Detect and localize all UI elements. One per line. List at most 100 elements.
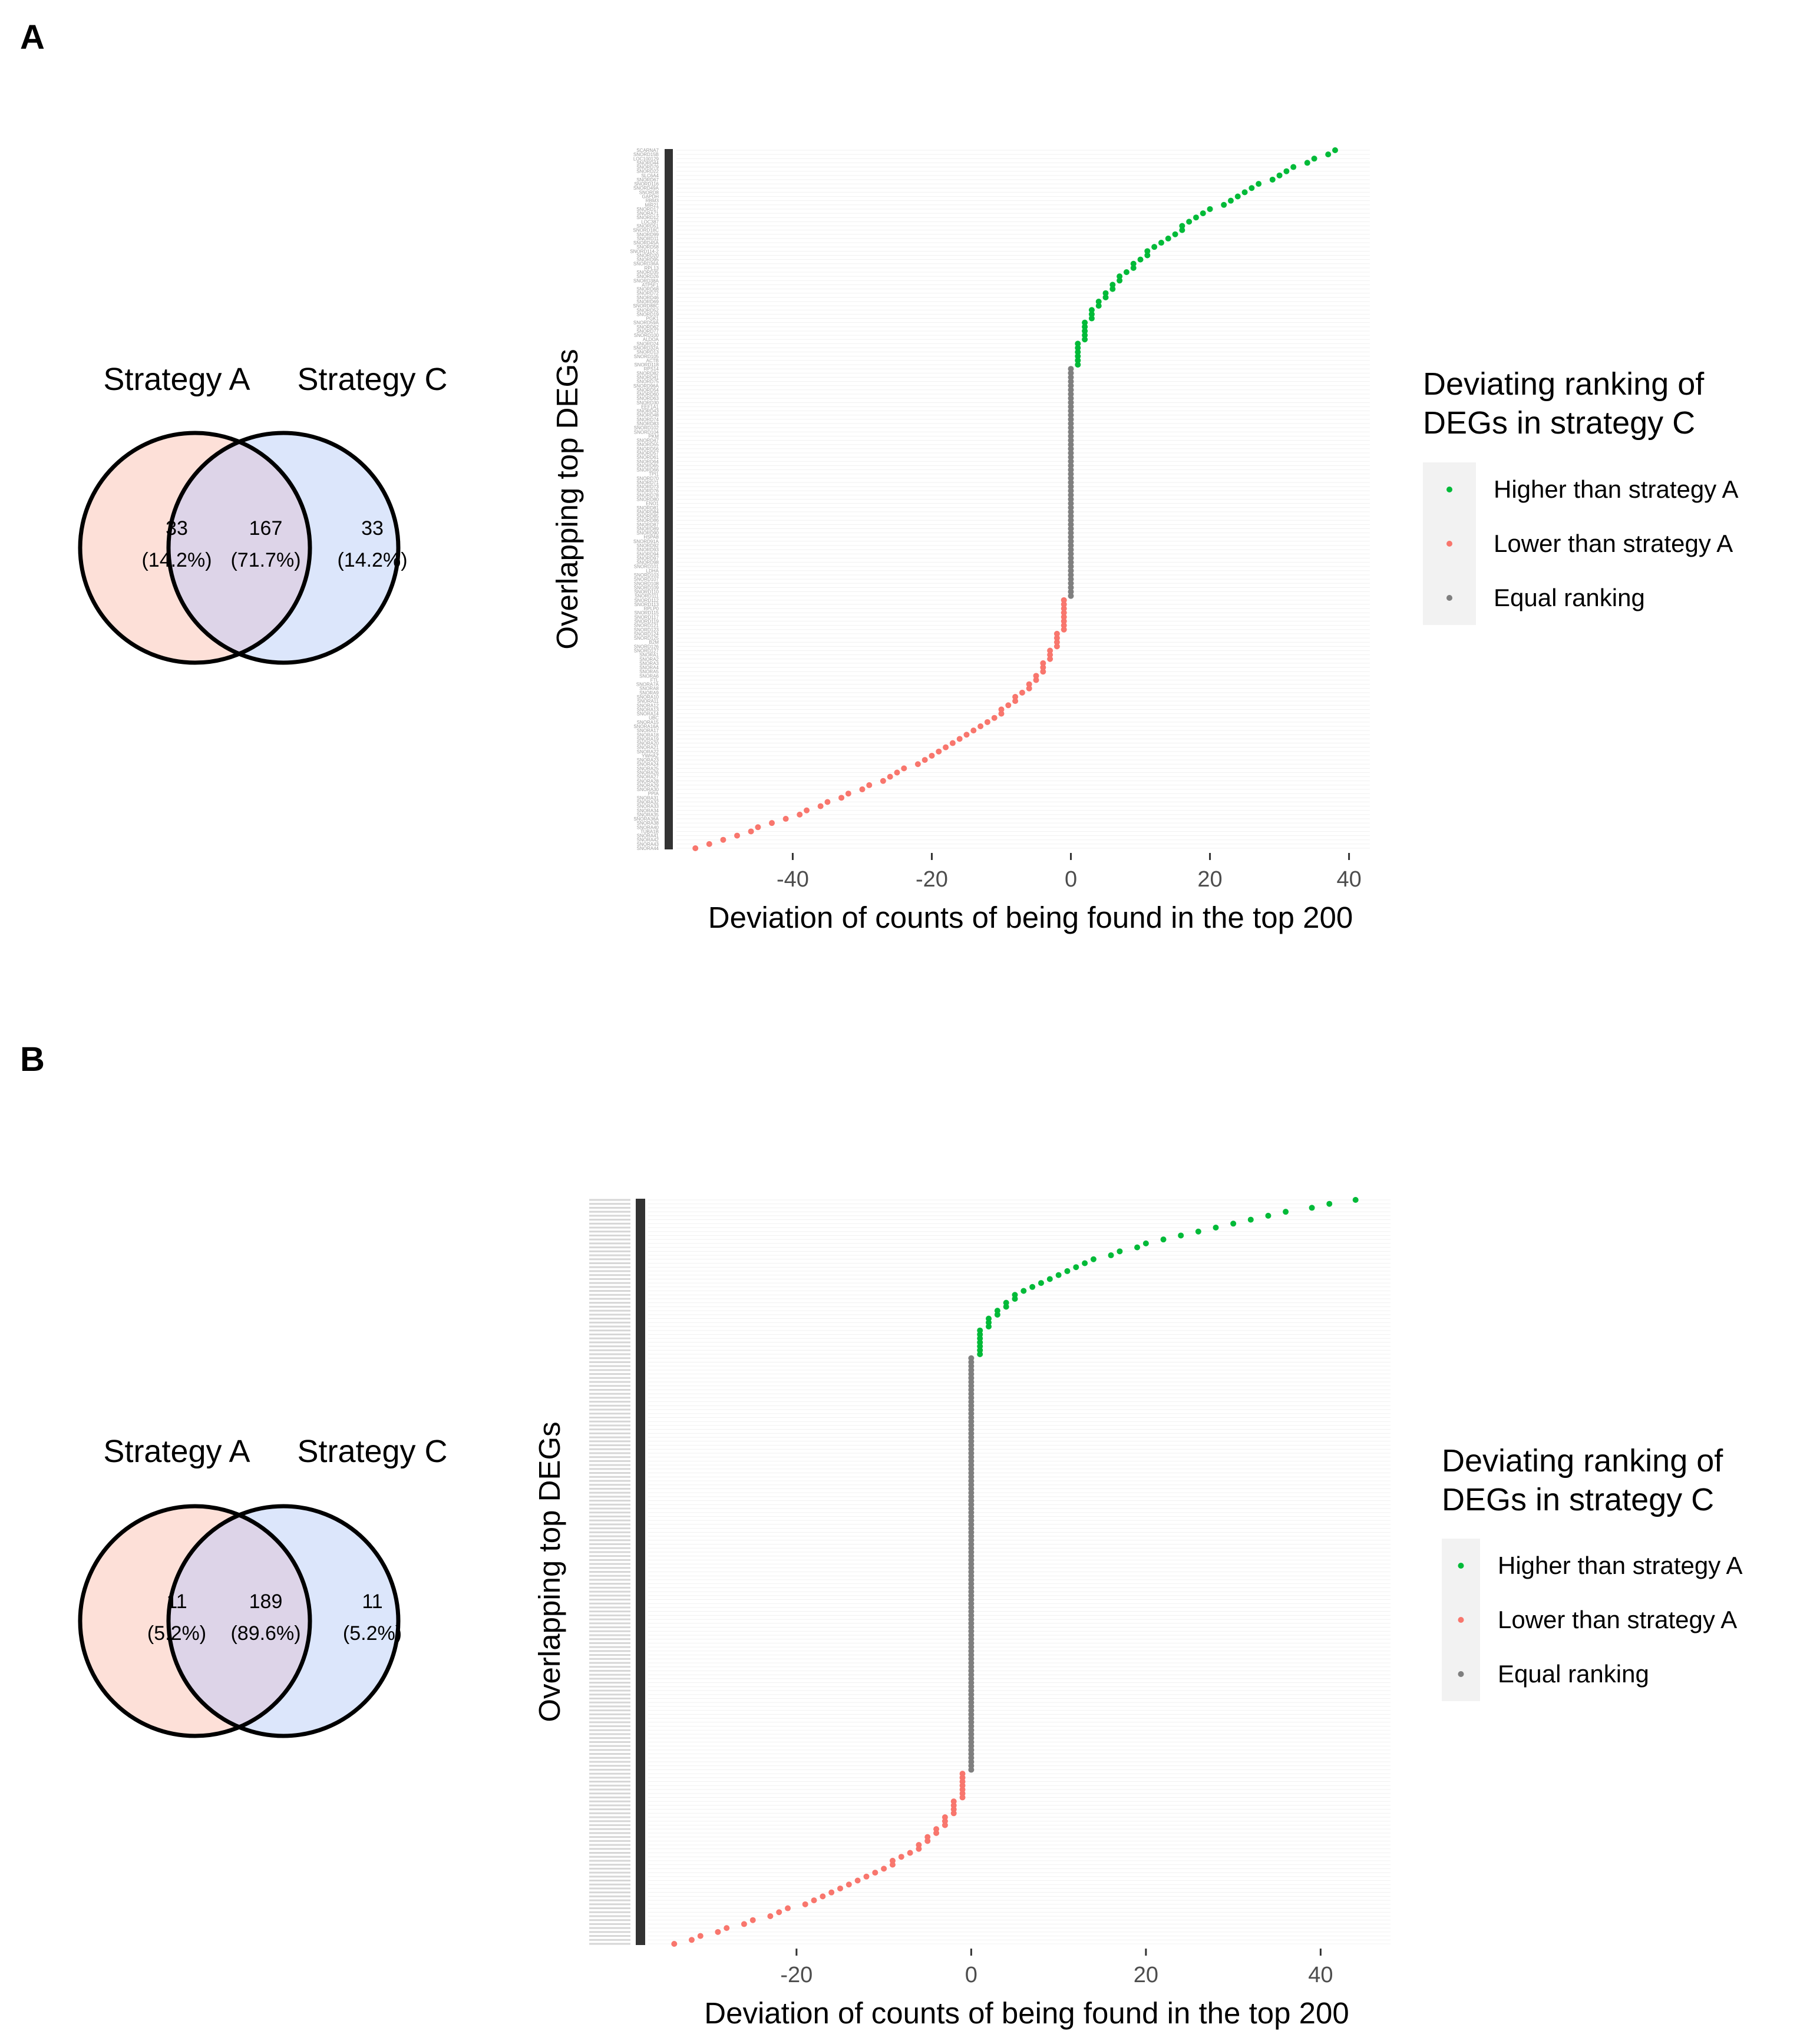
panel-a-lower-point — [866, 782, 873, 788]
panel-a-gene-label: SNORD95 — [636, 257, 659, 263]
panel-a-x-tick-label: 40 — [1336, 867, 1361, 892]
panel-a-equal-point — [1068, 421, 1074, 427]
panel-b-gene-label-mark — [589, 1452, 630, 1454]
panel-a-equal-point — [1068, 492, 1074, 498]
panel-a-equal-point — [1068, 454, 1074, 461]
panel-b-gene-label-mark — [589, 1753, 630, 1755]
panel-b-gene-label-mark — [589, 1575, 630, 1577]
panel-b-gene-label-mark — [589, 1385, 630, 1387]
panel-b-gene-label-mark — [589, 1682, 630, 1684]
panel-b-gene-label-mark — [589, 1294, 630, 1296]
panel-a-gene-label: SNORD102 — [634, 425, 659, 431]
panel-b-higher-point — [1230, 1221, 1237, 1227]
panel-a-gene-label: SNORD103 — [634, 573, 659, 578]
panel-b-gene-label-mark — [589, 1234, 630, 1236]
panel-b-higher-point — [1038, 1280, 1044, 1286]
panel-b-points — [671, 1197, 1359, 1947]
panel-a-gene-label: SNORD119 — [634, 619, 659, 624]
panel-a-gene-label: EEF1A1 — [641, 404, 659, 409]
panel-b-lower-point — [950, 1810, 957, 1817]
panel-a-higher-point — [1227, 197, 1234, 204]
panel-b-gene-label-mark — [589, 1757, 630, 1759]
panel-a-higher-point — [1082, 323, 1088, 330]
panel-a-gene-label: ALDOA — [643, 337, 659, 342]
panel-a-higher-point — [1256, 181, 1262, 187]
panel-b-higher-point — [1142, 1240, 1149, 1246]
panel-a-gene-label: SNORA21 — [637, 745, 659, 750]
panel-a-equal-point — [1068, 429, 1074, 435]
panel-b-higher-point — [1195, 1228, 1201, 1235]
panel-a-equal-point — [1068, 370, 1074, 376]
panel-a-gene-label: SNORD63 — [636, 396, 659, 401]
panel-b-venn-right-only-pct: (5.2%) — [343, 1622, 402, 1645]
panel-b-higher-point — [1213, 1225, 1219, 1231]
panel-b-gene-label-mark — [589, 1610, 630, 1613]
panel-a-gene-label: SNORD57 — [636, 451, 659, 456]
panel-a-higher-point — [1311, 156, 1317, 162]
panel-a-gene-label: SNORA24 — [637, 762, 659, 767]
panel-b-gene-label-mark — [589, 1266, 630, 1268]
panel-b-lower-point — [776, 1909, 782, 1916]
panel-b-lower-point — [898, 1854, 904, 1860]
panel-a-equal-point — [1068, 471, 1074, 477]
panel-b-gene-label-mark — [589, 1274, 630, 1276]
panel-b-gene-label-mark — [589, 1337, 630, 1339]
panel-a-higher-point — [1075, 345, 1081, 351]
panel-b-gene-label-mark — [589, 1729, 630, 1731]
panel-a-equal-point — [1068, 399, 1074, 406]
panel-b-venn-overlap-fill — [169, 1506, 310, 1736]
panel-a-equal-point — [1068, 391, 1074, 398]
panel-a-venn-overlap-count: 167 — [249, 517, 283, 540]
panel-a-lower-point — [769, 820, 775, 826]
panel-b-gene-label-mark — [589, 1583, 630, 1585]
panel-a-higher-point — [1241, 189, 1248, 196]
panel-b-gene-label-mark — [589, 1781, 630, 1783]
panel-b-gene-label-mark — [589, 1864, 630, 1866]
panel-a-higher-point — [1207, 206, 1213, 212]
panel-a-lower-point — [1061, 610, 1067, 616]
panel-a-higher-point — [1095, 303, 1102, 309]
panel-b-lower-point — [802, 1901, 808, 1907]
panel-a-lower-point — [859, 786, 866, 793]
panel-b-gene-label-mark — [589, 1448, 630, 1450]
panel-a-equal-point — [1068, 534, 1074, 540]
panel-a-higher-point — [1221, 201, 1227, 208]
panel-a-equal-point — [1068, 559, 1074, 565]
panel-b-gene-label-mark — [589, 1848, 630, 1850]
panel-a-gene-label: SNORD107 — [634, 577, 659, 582]
panel-a-gene-label: SNORA29 — [637, 783, 659, 788]
panel-b-venn-diagram: Strategy A Strategy C 11 (5.2%) 189 (89.6%) 11… — [78, 1434, 448, 1738]
panel-b-gene-label-mark — [589, 1939, 630, 1941]
panel-a-lower-point — [1047, 651, 1053, 658]
panel-a-equal-point — [1068, 593, 1074, 599]
panel-a-higher-point — [1165, 235, 1171, 242]
panel-b-gene-label-mark — [589, 1408, 630, 1411]
panel-a-gene-label: SNORA23 — [637, 758, 659, 763]
panel-a-lower-point — [1005, 702, 1012, 709]
panel-b-gene-label-mark — [589, 1278, 630, 1280]
panel-b-lower-point — [671, 1941, 678, 1947]
panel-b-higher-point — [1029, 1284, 1036, 1290]
panel-b-gene-label-mark — [589, 1689, 630, 1692]
panel-b-gene-label-mark — [589, 1923, 630, 1925]
panel-a-venn-left-label: Strategy A — [103, 362, 250, 397]
panel-a-lower-point — [720, 836, 726, 843]
panel-a-gene-label: SNORA6 — [639, 673, 659, 679]
panel-a-legend-entry-1: Lower than strategy A — [1494, 530, 1733, 557]
panel-b-gene-label-mark — [589, 1860, 630, 1862]
panel-a-higher-point — [1290, 164, 1297, 170]
panel-a-lower-point — [956, 736, 963, 742]
panel-b-gene-label-mark — [589, 1646, 630, 1648]
panel-a-equal-point — [1068, 475, 1074, 481]
panel-b-gene-label-mark — [589, 1662, 630, 1664]
panel-a-gene-label: TPI1 — [649, 472, 659, 477]
panel-b-lower-point — [863, 1873, 870, 1880]
panel-b-lower-point — [749, 1917, 756, 1923]
panel-a-higher-point — [1075, 340, 1081, 347]
panel-a-gene-label: SNORA5 — [639, 669, 659, 674]
panel-b-y-axis-label: Overlapping top DEGs — [533, 1421, 566, 1722]
panel-b-x-tick-label: 0 — [965, 1963, 977, 1987]
panel-a-higher-point — [1137, 256, 1144, 263]
panel-a-gene-label: TUBA1B — [640, 829, 659, 834]
panel-b-higher-point — [1020, 1288, 1027, 1294]
